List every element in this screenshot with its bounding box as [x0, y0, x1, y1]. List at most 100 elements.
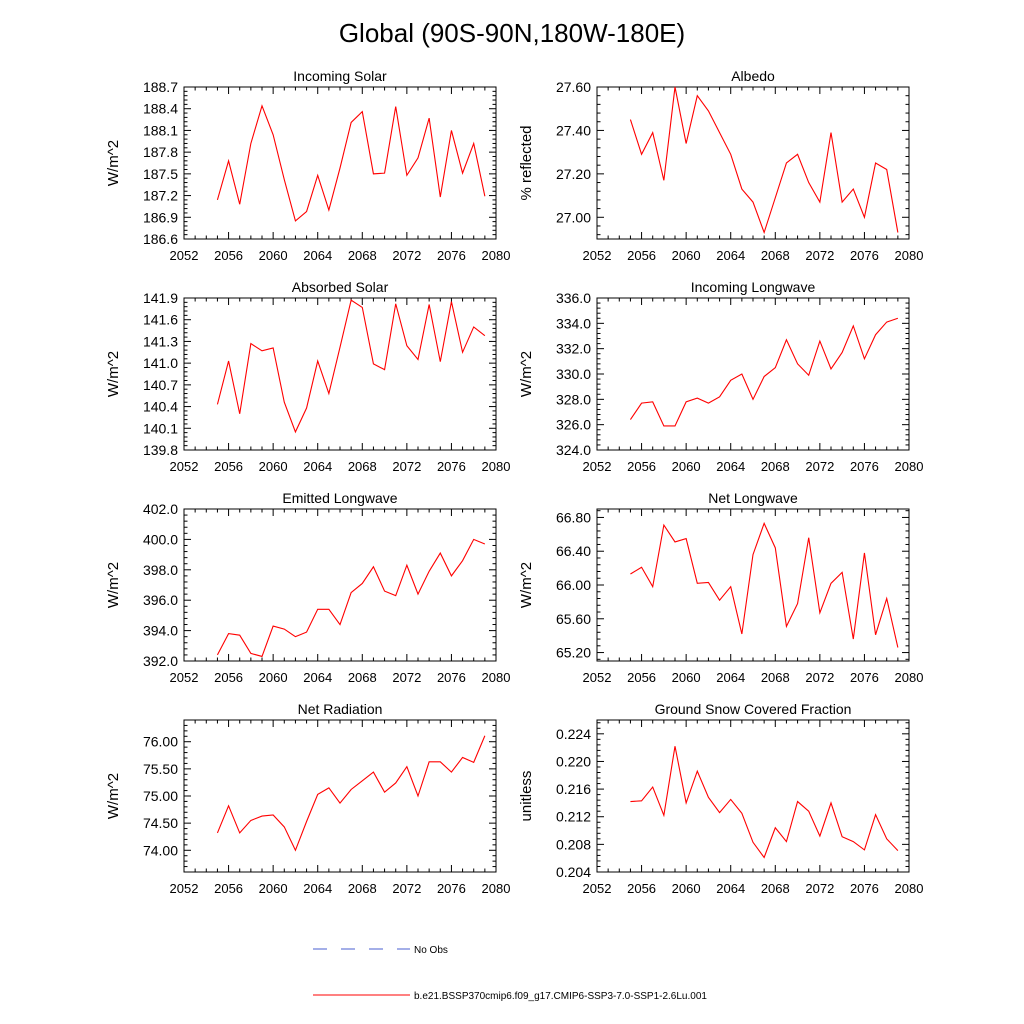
- x-tick-label: 2068: [348, 248, 377, 263]
- y-tick-label: 0.220: [556, 753, 591, 769]
- x-tick-label: 2064: [716, 881, 745, 896]
- x-tick-label: 2072: [392, 670, 421, 685]
- y-tick-label: 140.1: [143, 420, 178, 436]
- y-tick-label: 0.224: [556, 726, 591, 742]
- y-tick-label: 140.4: [143, 399, 178, 415]
- y-tick-label: 27.40: [556, 122, 591, 138]
- y-tick-label: 66.80: [556, 509, 591, 525]
- y-tick-label: 188.7: [143, 79, 178, 95]
- x-tick-label: 2068: [761, 248, 790, 263]
- noobs-legend-label: No Obs: [414, 945, 448, 956]
- x-tick-label: 2060: [259, 670, 288, 685]
- x-tick-label: 2056: [627, 459, 656, 474]
- y-tick-label: 330.0: [556, 366, 591, 382]
- y-axis-label: W/m^2: [105, 562, 122, 608]
- x-tick-label: 2056: [627, 881, 656, 896]
- panel-title: Net Radiation: [298, 701, 383, 717]
- series-line: [216, 104, 486, 222]
- x-tick-label: 2076: [850, 459, 879, 474]
- y-axis-label: W/m^2: [105, 351, 122, 397]
- x-tick-label: 2072: [805, 459, 834, 474]
- x-tick-label: 2068: [348, 670, 377, 685]
- x-tick-label: 2052: [170, 459, 199, 474]
- x-tick-label: 2076: [850, 670, 879, 685]
- y-tick-label: 76.00: [143, 734, 178, 750]
- x-tick-label: 2080: [482, 881, 511, 896]
- x-tick-label: 2068: [348, 881, 377, 896]
- y-axis-label: W/m^2: [105, 773, 122, 819]
- series-line: [629, 317, 899, 427]
- plot-frame: [596, 297, 910, 451]
- y-tick-label: 334.0: [556, 315, 591, 331]
- panel-title: Net Longwave: [708, 490, 798, 506]
- x-tick-label: 2076: [437, 881, 466, 896]
- y-tick-label: 326.0: [556, 417, 591, 433]
- x-tick-label: 2076: [850, 881, 879, 896]
- y-axis-label: W/m^2: [518, 351, 535, 397]
- y-tick-label: 139.8: [143, 442, 178, 458]
- y-tick-label: 74.00: [143, 842, 178, 858]
- x-tick-label: 2064: [716, 670, 745, 685]
- y-tick-label: 27.00: [556, 209, 591, 225]
- y-tick-label: 188.1: [143, 122, 178, 138]
- panel: Emitted Longwave W/m^2 2052 2056 2060 2064 206…: [105, 490, 510, 685]
- y-tick-label: 75.50: [143, 761, 178, 777]
- y-tick-label: 66.40: [556, 543, 591, 559]
- panel: Incoming Solar W/m^2 2052 2056 2060 2064 2068 2…: [105, 68, 510, 263]
- y-tick-label: 141.0: [143, 355, 178, 371]
- panel-title: Incoming Longwave: [691, 279, 816, 295]
- series-line: [629, 86, 899, 235]
- x-tick-label: 2064: [716, 459, 745, 474]
- x-tick-label: 2060: [672, 248, 701, 263]
- x-tick-label: 2080: [482, 248, 511, 263]
- panel: Ground Snow Covered Fraction unitless 2052…: [518, 701, 923, 896]
- legend: No Obs b.e21.BSSP370cmip6.f09_g17.CMIP6-…: [313, 945, 707, 1002]
- x-tick-label: 2080: [895, 670, 924, 685]
- x-tick-label: 2076: [437, 459, 466, 474]
- y-tick-label: 0.212: [556, 809, 591, 825]
- y-tick-label: 0.208: [556, 836, 591, 852]
- model-legend-label: b.e21.BSSP370cmip6.f09_g17.CMIP6-SSP3-7.…: [414, 991, 707, 1002]
- x-tick-label: 2076: [850, 248, 879, 263]
- x-tick-label: 2060: [259, 881, 288, 896]
- panels: Incoming Solar W/m^2 2052 2056 2060 2064 2068 2…: [105, 68, 923, 896]
- y-tick-label: 392.0: [143, 653, 178, 669]
- x-tick-label: 2072: [392, 248, 421, 263]
- x-tick-label: 2060: [672, 459, 701, 474]
- x-tick-label: 2056: [627, 670, 656, 685]
- x-tick-label: 2072: [805, 248, 834, 263]
- y-tick-label: 328.0: [556, 391, 591, 407]
- y-tick-label: 186.9: [143, 209, 178, 225]
- x-tick-label: 2056: [627, 248, 656, 263]
- plot-frame: [596, 508, 910, 662]
- x-tick-label: 2052: [583, 881, 612, 896]
- x-tick-label: 2068: [348, 459, 377, 474]
- x-tick-label: 2064: [303, 459, 332, 474]
- y-tick-label: 141.9: [143, 290, 178, 306]
- panel-title: Emitted Longwave: [282, 490, 397, 506]
- panel-title: Albedo: [731, 68, 775, 84]
- y-axis-label: unitless: [518, 771, 535, 822]
- x-tick-label: 2064: [716, 248, 745, 263]
- x-tick-label: 2080: [895, 459, 924, 474]
- figure-title: Global (90S-90N,180W-180E): [339, 18, 685, 48]
- x-tick-label: 2052: [583, 248, 612, 263]
- x-tick-label: 2068: [761, 459, 790, 474]
- panel: Absorbed Solar W/m^2 2052 2056 2060 2064 2068 2…: [105, 279, 510, 474]
- series-line: [216, 735, 486, 852]
- y-tick-label: 27.20: [556, 166, 591, 182]
- x-tick-label: 2076: [437, 248, 466, 263]
- y-tick-label: 324.0: [556, 442, 591, 458]
- y-tick-label: 394.0: [143, 623, 178, 639]
- x-tick-label: 2076: [437, 670, 466, 685]
- x-tick-label: 2072: [805, 670, 834, 685]
- x-tick-label: 2060: [259, 248, 288, 263]
- x-tick-label: 2080: [482, 670, 511, 685]
- y-tick-label: 402.0: [143, 501, 178, 517]
- x-tick-label: 2068: [761, 670, 790, 685]
- panel-title: Absorbed Solar: [292, 279, 389, 295]
- x-tick-label: 2052: [170, 881, 199, 896]
- plot-frame: [596, 86, 910, 240]
- y-tick-label: 0.204: [556, 864, 591, 880]
